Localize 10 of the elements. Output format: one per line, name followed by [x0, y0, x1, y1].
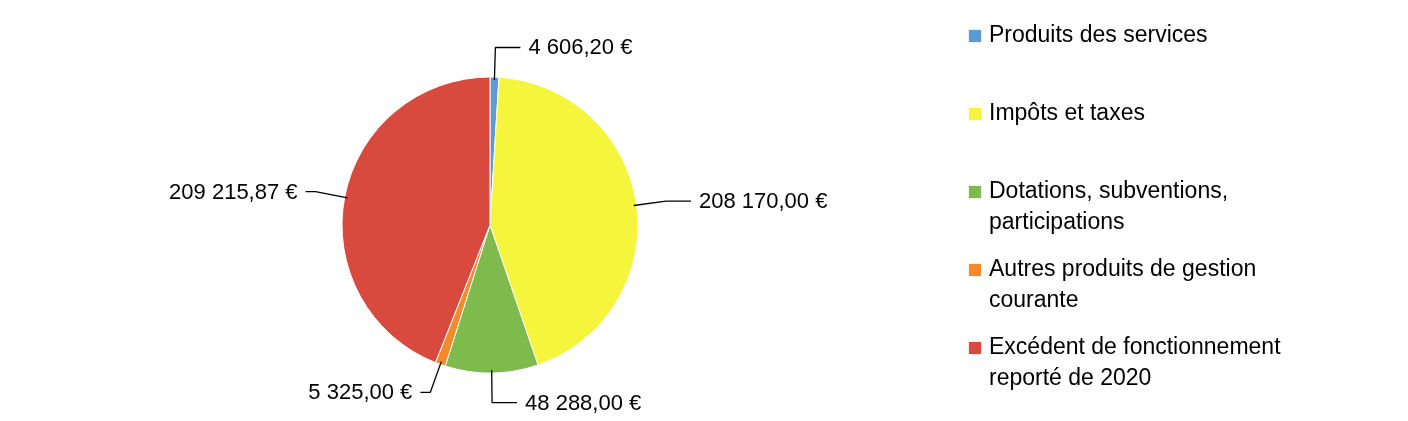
legend-label: Autres produits de gestion courante	[989, 255, 1257, 312]
legend-label: Excédent de fonctionnement reporté de 2020	[989, 333, 1282, 390]
data-label: 5 325,00 €	[308, 379, 413, 405]
legend-label: Impôts et taxes	[989, 99, 1145, 125]
data-label: 4 606,20 €	[528, 34, 633, 60]
data-label: 48 288,00 €	[525, 389, 642, 415]
legend-label: Dotations, subventions, participations	[989, 177, 1229, 234]
data-label: 208 170,00 €	[698, 188, 828, 214]
legend-label: Produits des services	[989, 21, 1208, 47]
data-label: 209 215,87 €	[169, 178, 298, 204]
